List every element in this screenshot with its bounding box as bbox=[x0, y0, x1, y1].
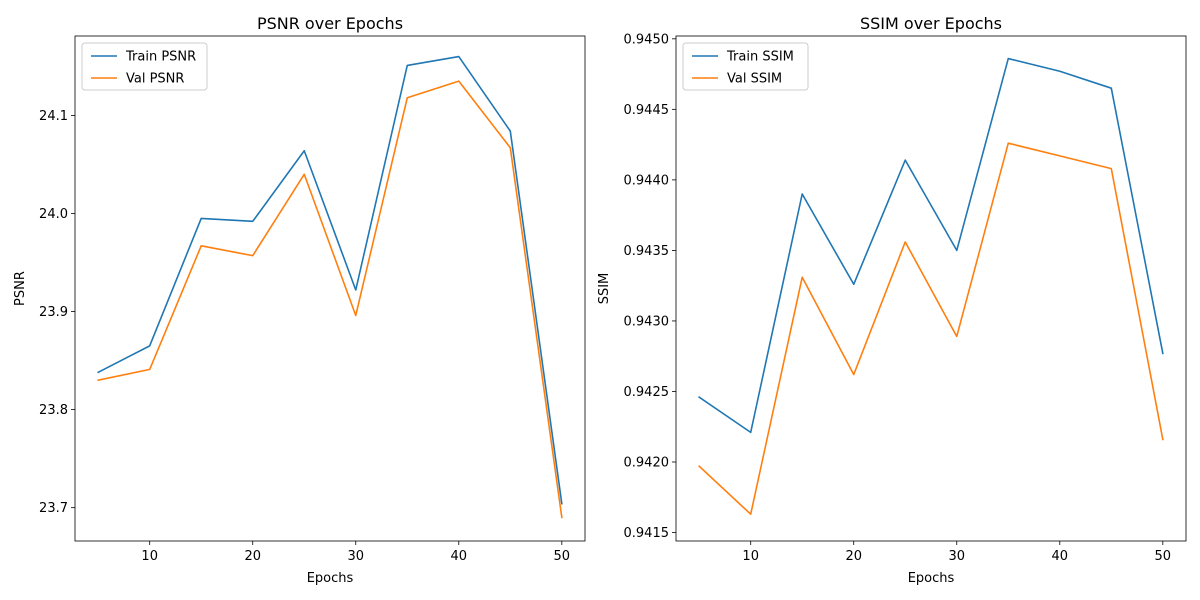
legend: Train SSIM Val SSIM bbox=[682, 42, 809, 91]
data-point bbox=[303, 173, 305, 175]
data-point bbox=[355, 289, 357, 291]
data-point bbox=[1059, 70, 1061, 72]
chart-panel-1: PSNR over Epochs 10 20 30 40 50 23.7 23.8 23.9 24… bbox=[13, 14, 586, 586]
y-tick-label: 24.0 bbox=[39, 207, 68, 222]
y-tick-label: 23.7 bbox=[39, 501, 68, 516]
axes-frame bbox=[675, 35, 1187, 542]
data-point bbox=[561, 517, 563, 519]
data-point bbox=[853, 283, 855, 285]
data-point bbox=[1162, 353, 1164, 355]
data-point bbox=[1007, 142, 1009, 144]
x-tick-label: 20 bbox=[244, 549, 261, 564]
data-point bbox=[750, 513, 752, 515]
legend: Train PSNR Val PSNR bbox=[81, 42, 208, 91]
data-point bbox=[510, 147, 512, 149]
y-tick-label: 0.9450 bbox=[624, 32, 670, 47]
legend-label: Val PSNR bbox=[126, 72, 184, 87]
data-point bbox=[801, 276, 803, 278]
x-tick-label: 40 bbox=[1052, 549, 1069, 564]
data-point bbox=[956, 250, 958, 252]
chart-panel-2: SSIM over Epochs 10 20 30 40 50 0.9415 0.9420 0.… bbox=[597, 14, 1187, 586]
series-line-train-psnr bbox=[97, 55, 563, 505]
x-axis-label: Epochs bbox=[307, 571, 354, 586]
data-point bbox=[1059, 155, 1061, 157]
x-tick-label: 30 bbox=[948, 549, 965, 564]
x-tick-label: 20 bbox=[845, 549, 862, 564]
data-point bbox=[904, 159, 906, 161]
data-point bbox=[561, 503, 563, 505]
data-point bbox=[750, 432, 752, 434]
data-point bbox=[698, 465, 700, 467]
series-line-val-ssim bbox=[698, 142, 1164, 516]
y-tick-label: 0.9440 bbox=[624, 173, 670, 188]
series-line-train-ssim bbox=[698, 57, 1164, 434]
y-axis-label: SSIM bbox=[597, 273, 612, 305]
data-point bbox=[698, 396, 700, 398]
y-tick-label: 0.9420 bbox=[624, 456, 670, 471]
data-point bbox=[1111, 168, 1113, 170]
data-point bbox=[252, 255, 254, 257]
y-tick-label: 0.9445 bbox=[624, 103, 670, 118]
data-point bbox=[355, 315, 357, 317]
y-tick-label: 0.9425 bbox=[624, 385, 670, 400]
data-point bbox=[200, 245, 202, 247]
data-point bbox=[1111, 87, 1113, 89]
data-point bbox=[303, 150, 305, 152]
x-tick-label: 10 bbox=[742, 549, 759, 564]
y-tick-label: 0.9415 bbox=[624, 526, 670, 541]
data-point bbox=[1162, 439, 1164, 441]
legend-label: Train PSNR bbox=[125, 50, 196, 65]
chart-title: PSNR over Epochs bbox=[257, 14, 403, 33]
data-point bbox=[200, 218, 202, 220]
y-tick-label: 23.9 bbox=[39, 305, 68, 320]
axes-frame bbox=[74, 35, 586, 542]
x-tick-label: 50 bbox=[1155, 549, 1172, 564]
data-point bbox=[97, 372, 99, 374]
data-point bbox=[853, 374, 855, 376]
data-point bbox=[149, 369, 151, 371]
x-tick-label: 50 bbox=[554, 549, 571, 564]
y-tick-label: 24.1 bbox=[39, 109, 68, 124]
y-tick-label: 0.9435 bbox=[624, 244, 670, 259]
y-tick-label: 23.8 bbox=[39, 403, 68, 418]
data-point bbox=[149, 345, 151, 347]
data-point bbox=[1007, 58, 1009, 60]
legend-label: Train SSIM bbox=[726, 50, 794, 65]
x-tick-label: 30 bbox=[347, 549, 364, 564]
data-point bbox=[801, 193, 803, 195]
data-point bbox=[406, 97, 408, 99]
data-point bbox=[252, 221, 254, 223]
data-point bbox=[458, 80, 460, 82]
chart-title: SSIM over Epochs bbox=[860, 14, 1002, 33]
x-tick-label: 10 bbox=[141, 549, 158, 564]
legend-label: Val SSIM bbox=[727, 72, 782, 87]
data-point bbox=[956, 336, 958, 338]
data-point bbox=[904, 241, 906, 243]
data-point bbox=[406, 65, 408, 67]
x-axis-label: Epochs bbox=[908, 571, 955, 586]
series-line-val-psnr bbox=[97, 80, 563, 519]
data-point bbox=[97, 379, 99, 381]
x-tick-label: 40 bbox=[451, 549, 468, 564]
data-point bbox=[458, 56, 460, 58]
y-axis-label: PSNR bbox=[13, 271, 28, 306]
data-point bbox=[510, 130, 512, 132]
y-tick-label: 0.9430 bbox=[624, 314, 670, 329]
